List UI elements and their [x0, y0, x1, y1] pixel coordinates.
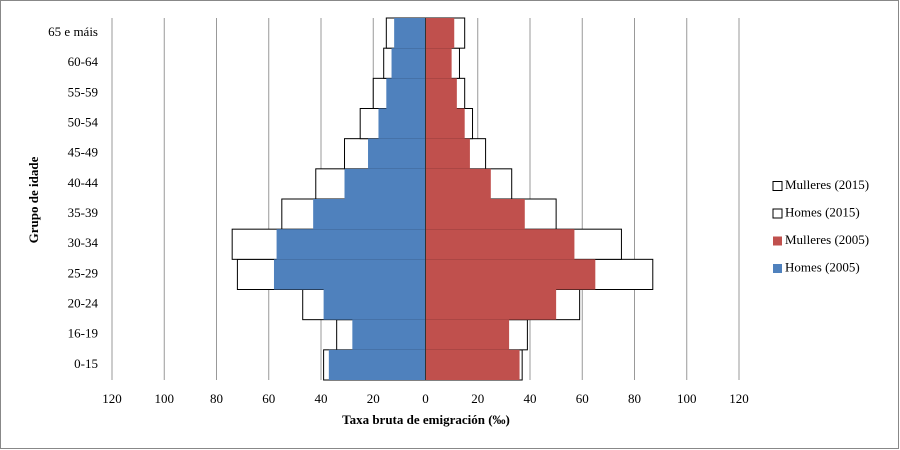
bar — [425, 168, 491, 199]
bar — [391, 48, 426, 79]
bar — [425, 48, 452, 79]
x-tick-label: 20 — [471, 391, 484, 406]
bar — [313, 199, 426, 230]
x-tick-label: 100 — [155, 391, 175, 406]
bar — [386, 78, 426, 109]
bar — [425, 18, 455, 49]
y-tick-label: 25-29 — [68, 265, 98, 280]
bar — [323, 289, 426, 320]
y-tick-label: 35-39 — [68, 205, 98, 220]
x-tick-label: 80 — [628, 391, 641, 406]
y-tick-label: 20-24 — [68, 296, 99, 311]
legend-label: Mulleres (2015) — [785, 177, 869, 192]
legend-swatch — [772, 181, 783, 191]
bar — [394, 18, 426, 49]
bar — [425, 229, 575, 260]
y-tick-label: 30-34 — [68, 235, 99, 250]
y-tick-label: 65 e máis — [48, 24, 98, 39]
x-tick-label: 100 — [677, 391, 697, 406]
y-tick-label: 40-44 — [68, 175, 99, 190]
y-tick-label: 16-19 — [68, 326, 98, 341]
x-tick-label: 60 — [576, 391, 589, 406]
x-tick-label: 20 — [367, 391, 380, 406]
legend-label: Homes (2005) — [785, 259, 860, 274]
x-tick-label: 40 — [315, 391, 328, 406]
bar — [344, 168, 426, 199]
y-tick-label: 60-64 — [68, 54, 99, 69]
bar — [425, 138, 470, 169]
bar — [425, 319, 510, 350]
bar — [273, 259, 426, 290]
x-axis-title: Taxa bruta de emigración (‰) — [342, 412, 510, 427]
x-tick-label: 80 — [210, 391, 223, 406]
bar — [425, 78, 457, 109]
x-tick-label: 40 — [524, 391, 537, 406]
y-axis-title: Grupo de idade — [26, 156, 41, 243]
bar — [352, 319, 426, 350]
y-tick-label: 45-49 — [68, 145, 98, 160]
bar — [368, 138, 426, 169]
x-tick-label: 120 — [729, 391, 749, 406]
bar — [425, 199, 525, 230]
x-tick-label: 120 — [102, 391, 122, 406]
bar — [276, 229, 426, 260]
bar — [328, 349, 426, 380]
legend-label: Homes (2015) — [785, 204, 860, 219]
bar — [425, 349, 520, 380]
bar — [378, 108, 426, 139]
bar — [425, 289, 557, 320]
y-tick-label: 0-15 — [74, 356, 98, 371]
y-tick-label: 55-59 — [68, 84, 98, 99]
x-tick-label: 0 — [422, 391, 429, 406]
x-tick-label: 60 — [262, 391, 275, 406]
legend-swatch — [773, 264, 782, 273]
y-tick-label: 50-54 — [68, 115, 99, 130]
bar — [425, 108, 465, 139]
legend-swatch — [773, 236, 782, 246]
bar — [425, 259, 596, 290]
legend-swatch — [772, 208, 783, 219]
legend-label: Mulleres (2005) — [785, 232, 869, 247]
